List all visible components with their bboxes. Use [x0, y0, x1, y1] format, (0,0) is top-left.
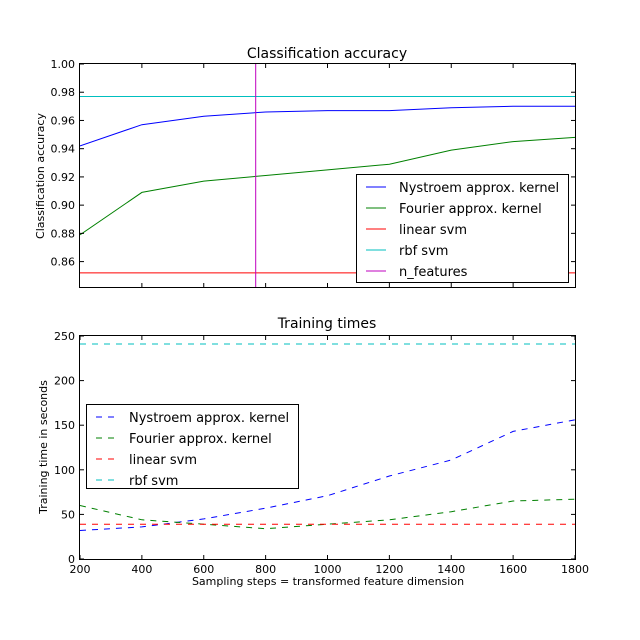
- training-times-legend-label-rbf-svm: rbf svm: [129, 474, 178, 489]
- training-times-y-tick-label: 50: [61, 508, 75, 521]
- accuracy-y-tick-label: 0.94: [51, 143, 76, 156]
- training-times-x-tick-label: 600: [193, 563, 214, 576]
- training-times-legend-box: [86, 404, 299, 489]
- training-times-x-tick-label: 200: [70, 563, 91, 576]
- accuracy-legend-label-fourier-approx-kernel: Fourier approx. kernel: [399, 202, 542, 217]
- training-times-chart-title: Training times: [277, 316, 377, 332]
- accuracy-series-nystroem-approx-kernel: [80, 105, 575, 147]
- training-times-y-tick-label: 100: [54, 464, 75, 477]
- accuracy-y-ticks: 0.86 0.88 0.90 0.92 0.94 0.96 0.98 1.00: [51, 58, 575, 287]
- training-times-y-axis-label: Training time in seconds: [37, 380, 50, 515]
- accuracy-legend-label-linear-svm: linear svm: [399, 223, 467, 238]
- training-times-x-ticks: 200 400 600 800 1000 1200 1400 1600 1800: [70, 336, 589, 576]
- accuracy-legend-box: [356, 174, 569, 283]
- accuracy-axes-frame: [79, 63, 576, 288]
- accuracy-legend: Nystroem approx. kernel Fourier approx. k…: [356, 174, 569, 283]
- accuracy-y-tick-label: 1.00: [51, 58, 76, 71]
- training-times-axes-frame: [79, 335, 576, 560]
- training-times-x-tick-label: 400: [131, 563, 152, 576]
- training-times-y-tick-label: 0: [68, 553, 75, 566]
- training-times-x-tick-label: 1000: [314, 563, 342, 576]
- accuracy-y-tick-label: 0.90: [51, 199, 76, 212]
- training-times-y-tick-label: 200: [54, 375, 75, 388]
- training-times-x-tick-label: 1600: [499, 563, 527, 576]
- accuracy-y-tick-label: 0.98: [51, 86, 76, 99]
- training-times-legend-label-linear-svm: linear svm: [129, 453, 197, 468]
- training-times-legend: Nystroem approx. kernel Fourier approx. k…: [86, 404, 299, 489]
- accuracy-chart-title: Classification accuracy: [247, 46, 407, 62]
- training-times-plot-area: [80, 343, 575, 531]
- accuracy-y-tick-label: 0.96: [51, 114, 76, 127]
- training-times-x-tick-label: 1200: [375, 563, 403, 576]
- training-times-chart: Training times Training time in seconds …: [37, 316, 589, 588]
- accuracy-legend-label-rbf-svm: rbf svm: [399, 244, 448, 259]
- training-times-series-fourier-approx-kernel: [80, 498, 575, 530]
- accuracy-y-tick-label: 0.88: [51, 227, 76, 240]
- training-times-y-ticks: 0 50 100 150 200 250: [54, 330, 575, 566]
- training-times-x-tick-label: 1800: [561, 563, 589, 576]
- training-times-series-nystroem-approx-kernel: [80, 419, 575, 531]
- accuracy-legend-label-n-features: n_features: [399, 265, 468, 280]
- training-times-y-tick-label: 150: [54, 419, 75, 432]
- training-times-x-axis-label: Sampling steps = transformed feature dim…: [192, 575, 464, 588]
- accuracy-legend-label-nystroem-approx-kernel: Nystroem approx. kernel: [399, 181, 559, 196]
- training-times-y-tick-label: 250: [54, 330, 75, 343]
- accuracy-chart: Classification accuracy Classification a…: [34, 46, 576, 288]
- training-times-legend-label-fourier-approx-kernel: Fourier approx. kernel: [129, 432, 272, 447]
- accuracy-y-tick-label: 0.92: [51, 171, 76, 184]
- training-times-legend-label-nystroem-approx-kernel: Nystroem approx. kernel: [129, 411, 289, 426]
- training-times-x-tick-label: 1400: [437, 563, 465, 576]
- accuracy-y-axis-label: Classification accuracy: [34, 113, 47, 239]
- accuracy-y-tick-label: 0.86: [51, 256, 76, 269]
- accuracy-series-fourier-approx-kernel: [80, 136, 575, 236]
- training-times-x-tick-label: 800: [255, 563, 276, 576]
